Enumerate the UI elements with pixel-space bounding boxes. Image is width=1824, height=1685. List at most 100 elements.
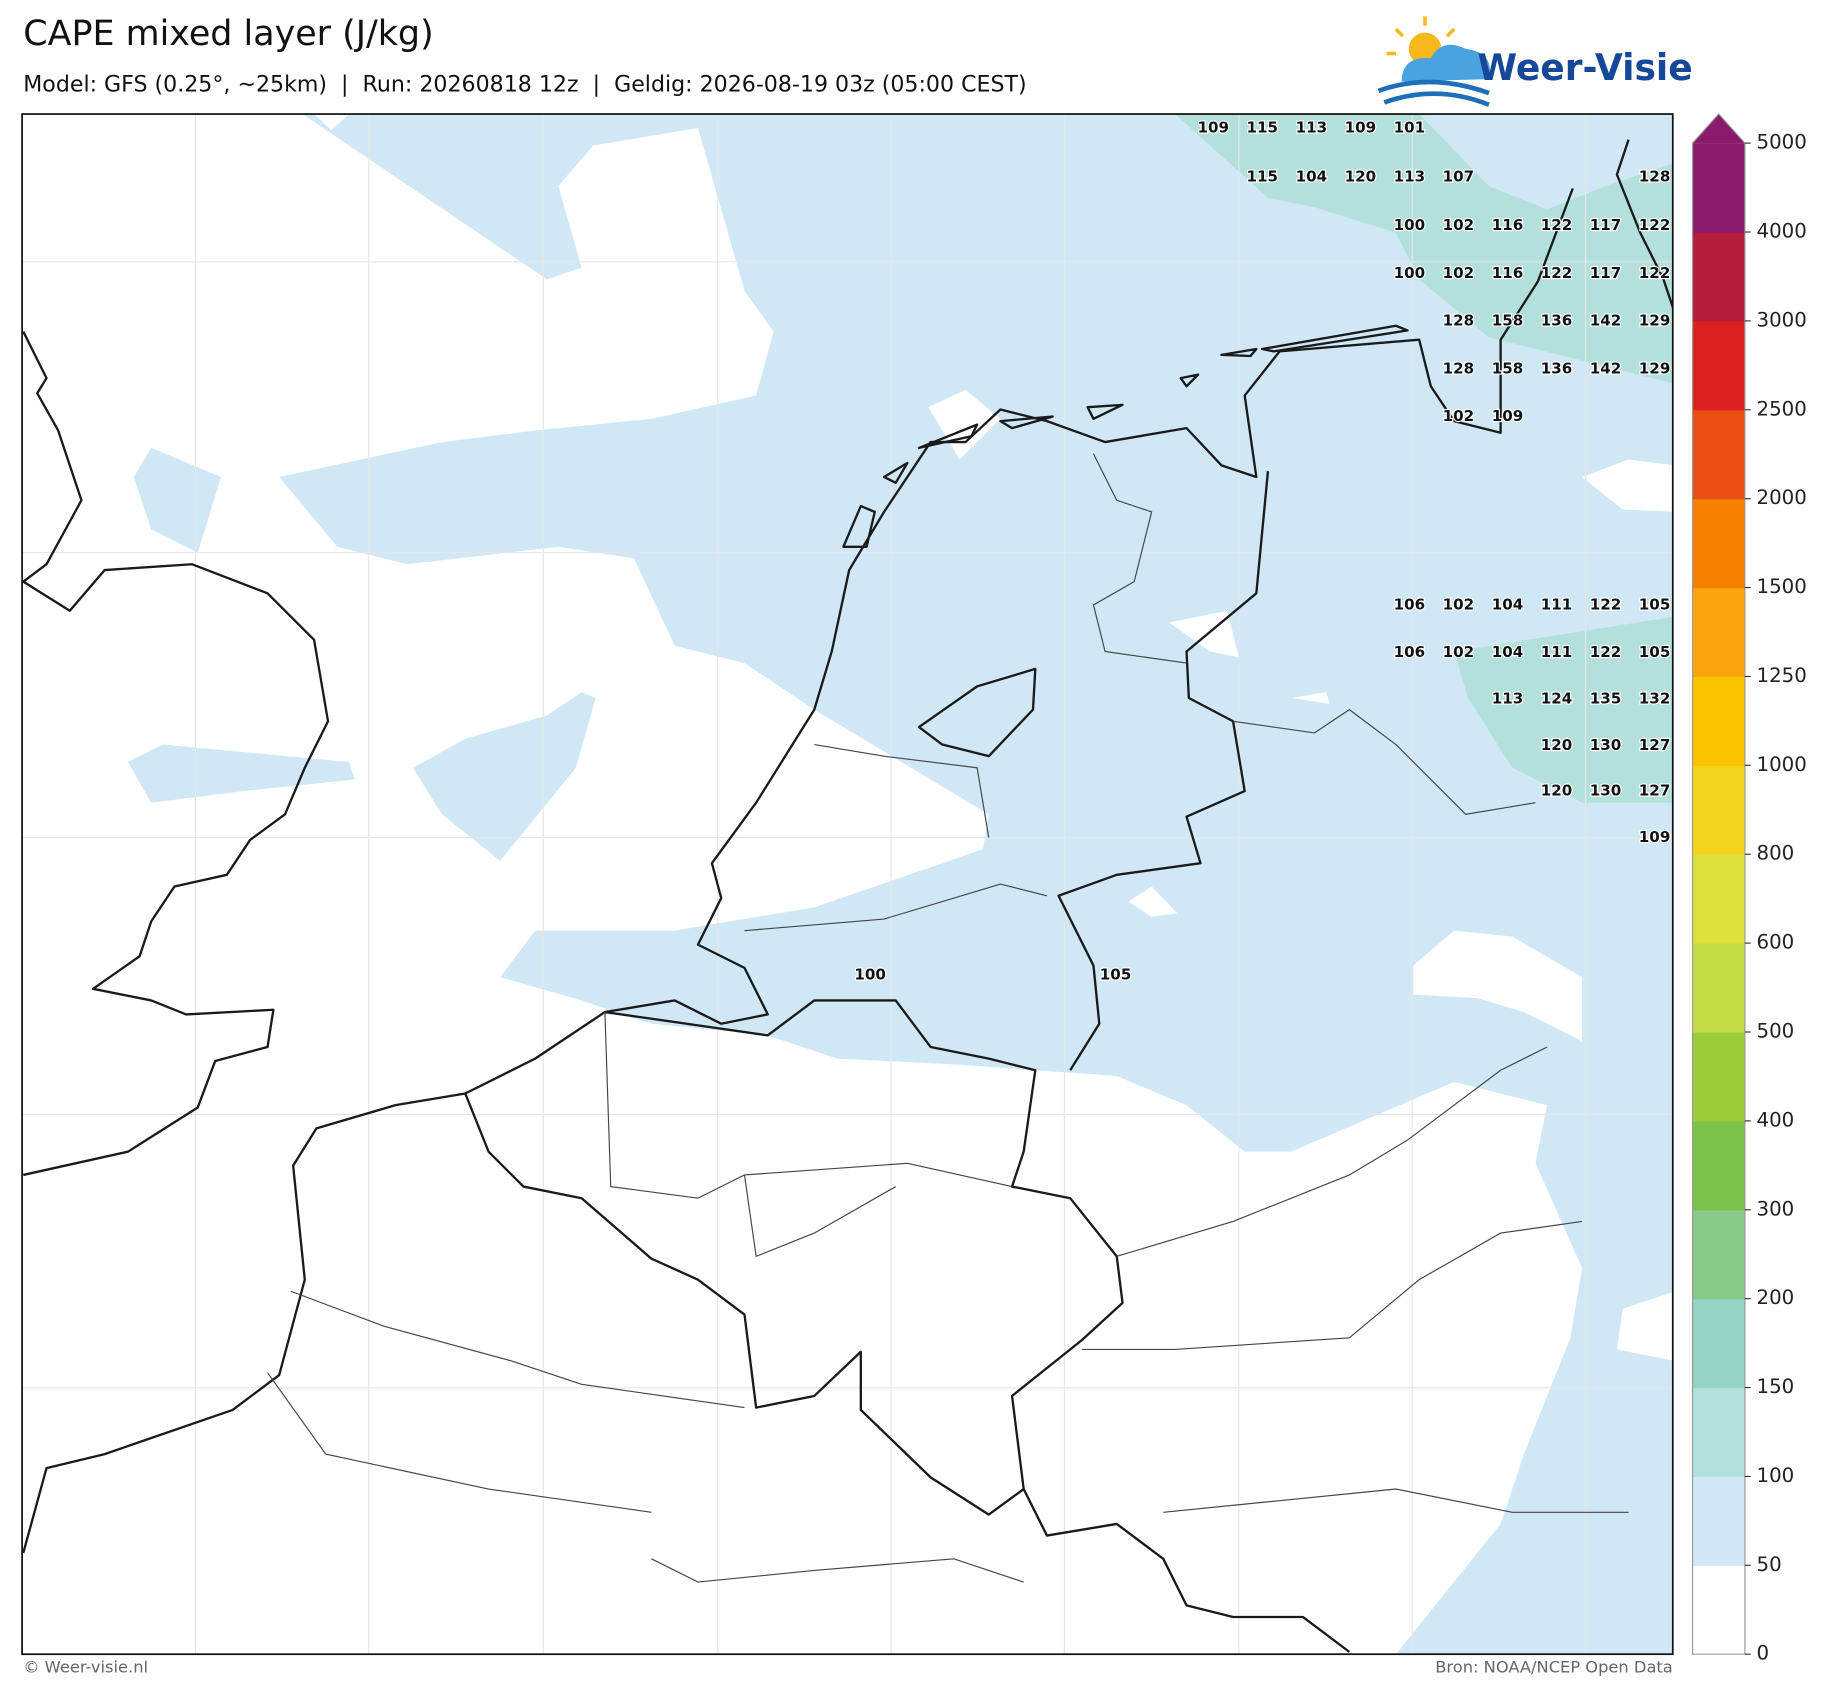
cape-label: 111 — [1541, 643, 1573, 661]
cape-label: 111 — [1541, 595, 1573, 613]
cape-label: 102 — [1443, 407, 1475, 425]
colorbar-tick-label: 150 — [1757, 1375, 1795, 1398]
cape-label: 115 — [1247, 119, 1279, 137]
cape-label: 105 — [1639, 595, 1671, 613]
cape-label: 135 — [1590, 690, 1622, 708]
cape-label: 102 — [1443, 643, 1475, 661]
cape-50-100-area — [279, 114, 1673, 1655]
cape-label: 102 — [1443, 595, 1475, 613]
cape-label: 105 — [1639, 643, 1671, 661]
cape-label: 122 — [1639, 264, 1671, 282]
cape-label: 113 — [1296, 119, 1328, 137]
subtitle: Model: GFS (0.25°, ~25km) | Run: 2026081… — [23, 71, 1026, 97]
cape-label: 109 — [1345, 119, 1377, 137]
cape-label: 100 — [854, 965, 886, 983]
colorbar-band — [1692, 409, 1745, 500]
cape-label: 120 — [1541, 736, 1573, 754]
cape-label: 116 — [1492, 264, 1524, 282]
colorbar-tick-label: 200 — [1757, 1286, 1795, 1309]
colorbar-band — [1692, 1387, 1745, 1478]
cape-label: 124 — [1541, 690, 1573, 708]
colorbar-band — [1692, 676, 1745, 766]
cape-label: 128 — [1443, 312, 1475, 330]
cape-label: 113 — [1492, 690, 1524, 708]
cape-50-100-area — [127, 447, 596, 861]
graticule — [22, 114, 1673, 1655]
colorbar-band — [1692, 498, 1745, 589]
coastline — [22, 139, 1673, 1554]
cape-label: 107 — [1443, 167, 1475, 185]
colorbar-tick-label: 800 — [1757, 842, 1795, 865]
cape-label: 102 — [1443, 264, 1475, 282]
colorbar-band — [1692, 587, 1745, 678]
colorbar-band — [1692, 1209, 1745, 1300]
cape-label: 127 — [1639, 782, 1671, 800]
cape-label: 158 — [1492, 312, 1524, 330]
colorbar-tick-label: 100 — [1757, 1464, 1795, 1487]
map: 109 115 113 109 101 115 104 120 113 107 128 100 102 1… — [22, 114, 1673, 1655]
cape-label: 115 — [1247, 167, 1279, 185]
colorbar-tick-label: 1250 — [1757, 664, 1807, 687]
colorbar-tick-label: 400 — [1757, 1108, 1795, 1131]
cape-label: 142 — [1590, 359, 1622, 377]
cape-label: 117 — [1590, 216, 1622, 234]
cape-labels: 109 115 113 109 101 115 104 120 113 107 128 100 102 1… — [853, 117, 1671, 984]
cape-label: 104 — [1296, 167, 1328, 185]
cape-label: 105 — [1100, 965, 1132, 983]
cape-label: 102 — [1443, 216, 1475, 234]
colorbar-tick-label: 3000 — [1757, 308, 1807, 331]
map-frame — [21, 113, 1674, 1656]
cape-label: 128 — [1443, 359, 1475, 377]
colorbar-tick-label: 2500 — [1757, 397, 1807, 420]
cape-label: 100 — [1394, 216, 1426, 234]
regional-border — [267, 453, 1629, 1583]
cape-label: 117 — [1590, 264, 1622, 282]
cape-label: 158 — [1492, 359, 1524, 377]
cape-label: 109 — [1639, 828, 1671, 846]
cape-label: 120 — [1345, 167, 1377, 185]
colorbar-tick-label: 1000 — [1757, 753, 1807, 776]
colorbar-band — [1692, 943, 1745, 1033]
cape-label: 106 — [1394, 643, 1426, 661]
islands — [842, 324, 1409, 758]
cape-label: 132 — [1639, 690, 1671, 708]
cape-label: 116 — [1492, 216, 1524, 234]
colorbar-extend — [1692, 114, 1745, 144]
colorbar-band — [1692, 143, 1745, 233]
colorbar-tick-label: 0 — [1757, 1642, 1770, 1665]
cape-label: 109 — [1198, 119, 1230, 137]
national-border — [464, 471, 1351, 1653]
colorbar-tick-label: 300 — [1757, 1197, 1795, 1220]
colorbar-band — [1692, 320, 1745, 411]
cape-label: 100 — [1394, 264, 1426, 282]
coastline — [22, 331, 330, 1177]
logo: Weer-Visie — [1377, 16, 1693, 107]
cape-label: 136 — [1541, 312, 1573, 330]
cape-label: 129 — [1639, 359, 1671, 377]
colorbar-band — [1692, 1565, 1745, 1655]
cape-label: 120 — [1541, 782, 1573, 800]
cape-label: 128 — [1639, 167, 1671, 185]
cape-label: 104 — [1492, 595, 1524, 613]
colorbar: 0 50 100 150 200 300 400 500 600 800 1000 1250 1500 2… — [1691, 113, 1807, 1665]
colorbar-tick-label: 2000 — [1757, 486, 1807, 509]
colorbar-band — [1692, 854, 1745, 944]
source: Bron: NOAA/NCEP Open Data — [1435, 1658, 1673, 1677]
cape-label: 122 — [1639, 216, 1671, 234]
colorbar-tick-label: 500 — [1757, 1019, 1795, 1042]
colorbar-tick-label: 4000 — [1757, 220, 1807, 243]
cape-100-150-area — [1174, 114, 1673, 803]
cape-label: 109 — [1492, 407, 1524, 425]
colorbar-band — [1692, 232, 1745, 322]
copyright: © Weer-visie.nl — [23, 1658, 148, 1677]
cape-label: 122 — [1590, 595, 1622, 613]
colorbar-band — [1692, 1476, 1745, 1566]
cape-label: 122 — [1541, 264, 1573, 282]
cape-label: 101 — [1394, 119, 1426, 137]
colorbar-band — [1692, 1031, 1745, 1122]
cape-label: 129 — [1639, 312, 1671, 330]
colorbar-outline — [1691, 113, 1746, 1655]
cape-label: 104 — [1492, 643, 1524, 661]
